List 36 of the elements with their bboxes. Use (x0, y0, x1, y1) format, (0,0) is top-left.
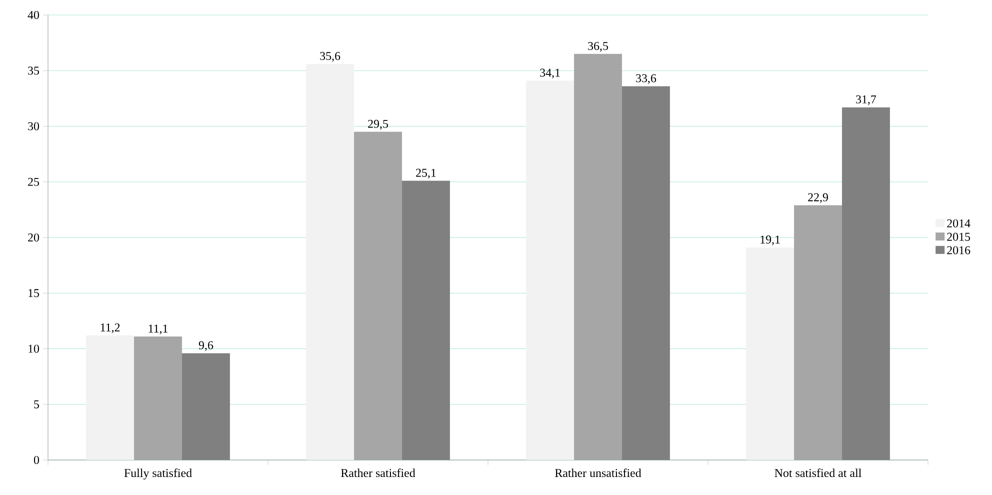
x-tick-label: Rather satisfied (341, 468, 416, 478)
data-label: 11,2 (100, 323, 120, 334)
data-label: 33,6 (636, 74, 656, 84)
x-tick-label: Not satisfied at all (774, 468, 862, 478)
y-tick-label: 35 (28, 66, 40, 75)
data-label: 36,5 (588, 42, 608, 52)
y-tick-label: 40 (28, 10, 40, 20)
bar (574, 54, 622, 460)
bar (526, 80, 574, 460)
legend-label: 2014 (947, 219, 970, 228)
y-tick-label: 25 (28, 178, 40, 186)
x-tick-label: Rather unsatisfied (555, 468, 642, 478)
data-label: 29,5 (368, 120, 388, 130)
y-tick-label: 30 (28, 122, 40, 130)
y-tick-label: 10 (28, 344, 40, 353)
data-label: 11,1 (148, 324, 168, 334)
data-label: 31,7 (856, 95, 876, 106)
bar (354, 132, 402, 460)
y-tick-label: 20 (28, 233, 40, 242)
y-tick-label: 15 (28, 289, 40, 298)
bar (134, 336, 182, 460)
y-tick-label: 0 (34, 456, 40, 464)
data-label: 19,1 (760, 236, 780, 246)
x-tick-label: Fully satisfied (124, 468, 192, 480)
legend-label: 2016 (947, 246, 970, 254)
data-label: 34,1 (540, 68, 560, 78)
y-tick-label: 5 (34, 400, 40, 408)
bar (794, 205, 842, 460)
data-label: 35,6 (320, 52, 340, 62)
data-label: 25,1 (416, 168, 436, 179)
bar (306, 64, 354, 460)
bar (86, 335, 134, 460)
data-label: 22,9 (808, 193, 828, 204)
legend-label: 2015 (947, 232, 970, 241)
data-label: 9,6 (198, 341, 214, 352)
bar (746, 248, 794, 460)
